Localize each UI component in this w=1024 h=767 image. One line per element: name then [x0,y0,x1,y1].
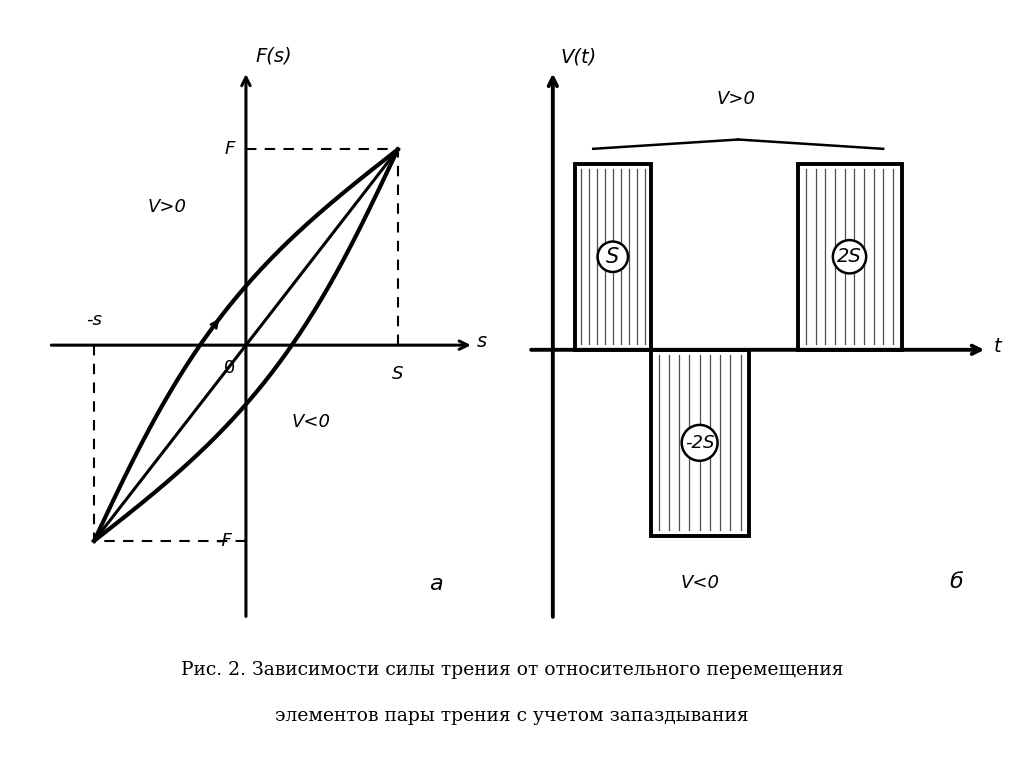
Text: V>0: V>0 [717,91,756,108]
Bar [798,163,901,350]
Text: V<0: V<0 [680,574,719,592]
Text: V(t): V(t) [560,48,596,67]
Text: а: а [429,574,442,594]
Text: S: S [392,365,403,383]
Text: элементов пары трения с учетом запаздывания: элементов пары трения с учетом запаздыва… [275,707,749,725]
Bar [650,350,749,536]
Text: Рис. 2. Зависимости силы трения от относительного перемещения: Рис. 2. Зависимости силы трения от относ… [181,661,843,679]
Text: -2S: -2S [685,434,715,452]
Text: 2S: 2S [838,247,862,266]
Text: s: s [477,332,486,351]
Text: F(s): F(s) [255,46,292,65]
Text: t: t [993,337,1000,356]
Text: S: S [606,247,620,267]
Bar [574,163,650,350]
Text: V>0: V>0 [147,198,186,216]
Text: 0: 0 [224,359,236,377]
Text: -s: -s [86,311,102,330]
Text: -F: -F [215,532,232,550]
Text: V<0: V<0 [292,413,331,431]
Text: F: F [225,140,236,159]
Text: б: б [949,572,964,592]
